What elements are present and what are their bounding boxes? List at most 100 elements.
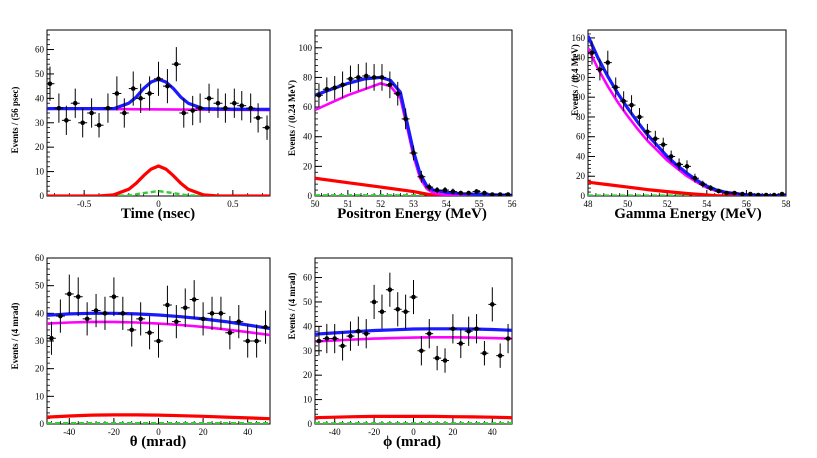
data-point: [87, 98, 97, 128]
data-marker: [411, 294, 416, 300]
data-point: [385, 71, 394, 99]
data-point: [47, 66, 55, 101]
x-tick-label: 51: [343, 199, 352, 209]
data-point: [433, 187, 442, 194]
panel-phi: ϕ (mrad) Events / (4 mrad) -40 -20 0 20 40 0 1…: [287, 257, 513, 450]
data-marker: [419, 174, 424, 180]
data-point: [730, 190, 739, 196]
curve-signal: [315, 414, 512, 420]
data-point: [409, 279, 418, 315]
y-tick-label: 20: [303, 370, 313, 380]
data-marker: [223, 105, 228, 111]
curve-background: [315, 336, 512, 343]
data-point: [675, 158, 684, 171]
data-marker: [190, 108, 195, 113]
x-tick-label: 0: [156, 199, 161, 209]
data-point: [54, 93, 64, 123]
data-marker: [379, 75, 385, 80]
data-point: [322, 77, 331, 102]
data-point: [456, 190, 465, 196]
data-marker: [64, 118, 69, 123]
data-point: [401, 294, 410, 329]
plot-frame: [46, 29, 271, 197]
data-marker: [93, 308, 99, 313]
xlabel-time: Time (nsec): [121, 206, 195, 222]
x-tick-label: 56: [742, 199, 752, 209]
x-tick-label: 50: [311, 199, 321, 209]
y-tick-label: 160: [572, 33, 586, 43]
data-marker: [356, 75, 361, 80]
y-tick-label: 20: [303, 161, 313, 171]
data-point: [118, 296, 128, 330]
x-tick-label: 20: [199, 427, 209, 437]
data-point: [162, 69, 172, 104]
data-point: [136, 302, 146, 336]
data-marker: [165, 302, 170, 308]
data-marker: [621, 98, 626, 104]
ylabel-phi: Events / (4 mrad): [287, 273, 297, 340]
data-point: [82, 302, 92, 336]
y-tick-label: 0: [581, 191, 586, 201]
data-point: [378, 294, 386, 329]
data-point: [234, 305, 244, 339]
data-marker: [147, 330, 152, 336]
data-marker: [174, 319, 179, 324]
data-marker: [138, 96, 143, 101]
y-tick-label: 10: [303, 395, 313, 405]
data-point: [112, 76, 122, 111]
data-marker: [348, 333, 353, 339]
data-marker: [111, 294, 117, 300]
data-point: [472, 189, 481, 195]
data-point: [385, 272, 394, 307]
data-point: [207, 296, 217, 330]
data-marker: [56, 105, 62, 111]
data-point: [448, 188, 457, 195]
data-point: [754, 192, 763, 196]
data-point: [667, 150, 676, 163]
y-tick-label: 40: [576, 151, 586, 161]
y-tick-label: 60: [576, 132, 586, 142]
y-tick-label: 20: [35, 364, 45, 374]
y-tick-label: 0: [40, 191, 45, 201]
data-point: [243, 324, 253, 358]
data-marker: [403, 309, 408, 315]
data-point: [472, 314, 481, 344]
data-marker: [442, 187, 448, 193]
data-marker: [324, 336, 330, 341]
data-point: [216, 296, 226, 330]
curve-signal: [588, 180, 786, 196]
data-point: [225, 316, 235, 350]
y-tick-label: 60: [303, 273, 313, 283]
x-tick-label: 0: [156, 427, 161, 437]
data-marker: [450, 326, 456, 332]
data-marker: [748, 191, 753, 196]
data-marker: [497, 353, 503, 358]
data-point: [145, 316, 155, 350]
data-point: [393, 292, 402, 327]
y-tick-label: 50: [303, 297, 313, 307]
data-marker: [434, 355, 440, 361]
data-marker: [227, 330, 233, 336]
data-point: [504, 323, 512, 354]
y-tick-label: 40: [35, 93, 45, 103]
data-marker: [197, 105, 203, 111]
data-marker: [458, 341, 464, 346]
data-marker: [676, 162, 682, 167]
y-tick-label: 30: [303, 346, 313, 356]
data-point: [189, 280, 199, 319]
data-point: [603, 50, 612, 75]
curve-background: [315, 82, 512, 196]
data-point: [683, 160, 691, 173]
data-marker: [411, 150, 416, 156]
data-marker: [239, 103, 245, 108]
data-point: [162, 285, 172, 325]
data-marker: [442, 358, 448, 363]
data-point: [253, 103, 263, 133]
data-point: [659, 137, 668, 152]
data-point: [441, 187, 449, 194]
data-point: [262, 115, 270, 140]
y-tick-label: 40: [303, 321, 313, 331]
y-tick-label: 20: [35, 142, 45, 152]
data-point: [330, 323, 339, 354]
data-point: [651, 130, 660, 147]
